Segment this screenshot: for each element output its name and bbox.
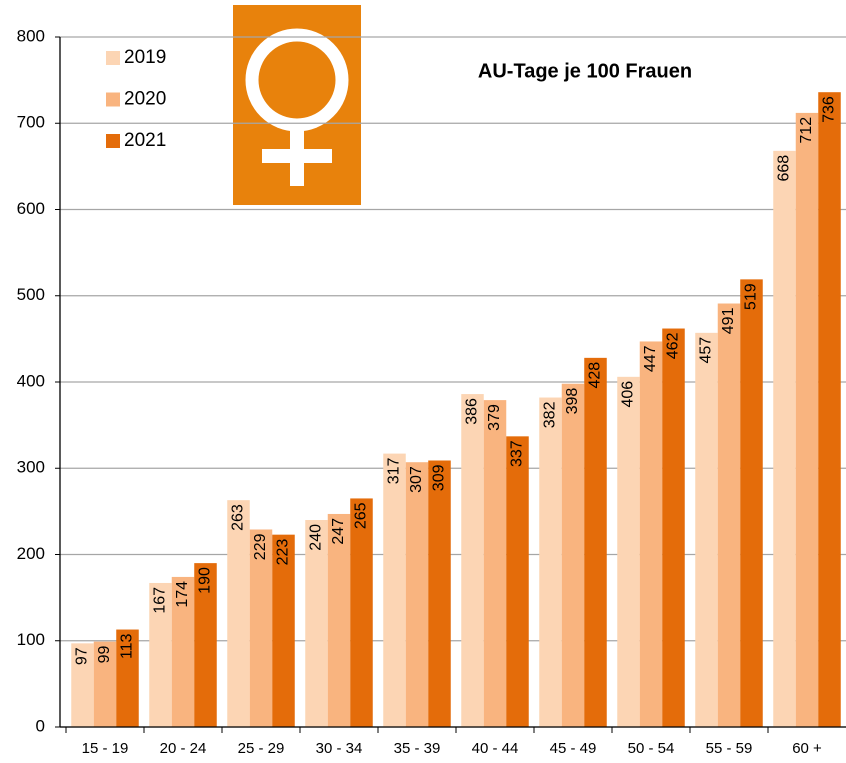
x-tick-label: 30 - 34 <box>316 740 363 757</box>
value-label: 337 <box>509 440 526 467</box>
bar <box>561 383 585 727</box>
value-label: 113 <box>119 633 136 659</box>
bar <box>461 394 484 727</box>
bar <box>272 534 295 727</box>
value-label: 428 <box>587 362 604 389</box>
x-tick-label: 55 - 59 <box>706 740 753 757</box>
bar <box>773 150 796 728</box>
value-label: 462 <box>665 332 682 359</box>
y-tick-label: 200 <box>17 544 45 563</box>
value-label: 379 <box>486 404 503 431</box>
bar <box>350 498 373 727</box>
value-label: 447 <box>642 345 659 372</box>
x-tick-label: 35 - 39 <box>394 740 441 757</box>
legend-label: 2020 <box>124 89 166 110</box>
value-label: 317 <box>386 457 403 484</box>
x-tick-label: 20 - 24 <box>160 740 207 757</box>
bar <box>93 641 117 727</box>
bar <box>639 341 663 727</box>
legend-swatch <box>106 51 120 65</box>
bar <box>539 397 562 727</box>
y-tick-label: 400 <box>17 371 45 390</box>
legend-swatch <box>106 134 120 148</box>
x-tick-label: 15 - 19 <box>82 740 129 757</box>
bar <box>249 529 273 727</box>
bar <box>116 629 139 727</box>
y-tick-label: 0 <box>36 716 45 735</box>
value-label: 174 <box>174 581 191 608</box>
value-label: 240 <box>308 524 325 551</box>
chart-title: AU-Tage je 100 Frauen <box>478 60 692 82</box>
y-tick-label: 500 <box>17 285 45 304</box>
y-tick-label: 800 <box>17 26 45 45</box>
x-tick-label: 50 - 54 <box>628 740 675 757</box>
value-label: 309 <box>431 464 448 491</box>
value-label: 99 <box>96 646 113 664</box>
bar <box>149 582 172 727</box>
bar <box>483 400 507 727</box>
bar <box>617 376 640 727</box>
bar <box>818 92 841 727</box>
x-tick-label: 40 - 44 <box>472 740 519 757</box>
value-label: 223 <box>275 539 292 566</box>
value-label: 247 <box>330 518 347 545</box>
value-label: 382 <box>542 401 559 428</box>
bar <box>305 520 328 727</box>
value-label: 190 <box>197 567 214 594</box>
bar <box>584 357 607 727</box>
bar <box>171 576 195 727</box>
value-label: 457 <box>698 337 715 364</box>
value-label: 398 <box>564 388 581 415</box>
value-label: 491 <box>720 307 737 334</box>
value-label: 97 <box>74 647 91 665</box>
bar <box>740 279 763 727</box>
value-label: 386 <box>464 398 481 425</box>
x-tick-label: 25 - 29 <box>238 740 285 757</box>
x-tick-label: 60 + <box>792 740 822 757</box>
value-label: 167 <box>152 587 169 614</box>
legend-label: 2021 <box>124 130 166 151</box>
value-label: 736 <box>821 96 838 123</box>
bar <box>194 563 217 727</box>
value-label: 519 <box>743 283 760 310</box>
bar <box>383 453 406 727</box>
bar <box>428 460 451 727</box>
value-label: 307 <box>408 466 425 493</box>
value-label: 712 <box>798 117 815 144</box>
bar <box>695 332 718 727</box>
bar <box>506 436 529 727</box>
value-label: 265 <box>353 502 370 529</box>
value-label: 229 <box>252 533 269 560</box>
y-tick-label: 300 <box>17 458 45 477</box>
legend-swatch <box>106 92 120 107</box>
value-label: 406 <box>620 381 637 408</box>
value-label: 668 <box>776 155 793 182</box>
bar <box>227 500 250 727</box>
y-tick-label: 100 <box>17 630 45 649</box>
bar <box>327 513 351 727</box>
bar <box>71 643 94 727</box>
legend-label: 2019 <box>124 47 166 68</box>
y-tick-label: 700 <box>17 113 45 132</box>
bar <box>662 328 685 727</box>
y-tick-label: 600 <box>17 199 45 218</box>
value-label: 263 <box>230 504 247 531</box>
venus-icon <box>233 5 361 205</box>
bar <box>795 112 819 727</box>
x-tick-label: 45 - 49 <box>550 740 597 757</box>
bar <box>405 462 429 727</box>
bar <box>717 303 741 727</box>
